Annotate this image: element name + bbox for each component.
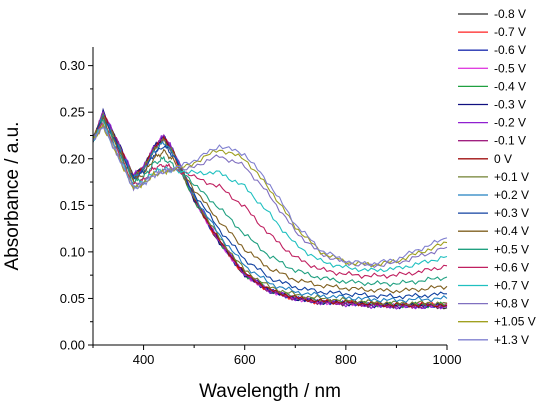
series-line [92, 114, 448, 308]
x-tick-label: 1000 [433, 352, 462, 367]
y-tick-label: 0.15 [60, 198, 85, 213]
y-tick-label: 0.10 [60, 244, 85, 259]
y-tick-label: 0.30 [60, 58, 85, 73]
series-line [92, 115, 447, 300]
legend-label: -0.7 V [494, 25, 526, 39]
legend-label: 0 V [494, 152, 512, 166]
series-line [92, 111, 448, 309]
legend-label: +1.05 V [494, 315, 536, 329]
legend-label: +0.6 V [494, 260, 529, 274]
legend-label: +0.3 V [494, 206, 529, 220]
plot-area [92, 107, 448, 310]
series-line [92, 121, 448, 269]
legend-label: +0.5 V [494, 242, 529, 256]
legend-label: -0.6 V [494, 43, 526, 57]
series-line [92, 126, 448, 267]
legend-label: +0.1 V [494, 170, 529, 184]
series-line [92, 107, 448, 310]
x-axis-title: Wavelength / nm [199, 381, 341, 402]
y-axis: 0.00 0.05 0.10 0.15 0.20 0.25 0.30 [60, 47, 94, 353]
x-tick-label: 400 [133, 352, 155, 367]
series-line [92, 112, 448, 309]
legend-label: -0.5 V [494, 61, 526, 75]
x-axis: 400 600 800 1000 [92, 344, 462, 367]
legend-label: -0.8 V [494, 7, 526, 21]
y-tick-label: 0.25 [60, 105, 85, 120]
legend-label: +0.4 V [494, 224, 529, 238]
series-line [92, 122, 448, 268]
legend-label: +0.8 V [494, 297, 529, 311]
y-axis-title: Absorbance / a.u. [2, 122, 23, 271]
y-tick-label: 0.05 [60, 291, 85, 306]
series-line [92, 124, 448, 273]
x-tick-label: 600 [234, 352, 256, 367]
legend: -0.8 V -0.7 V -0.6 V -0.5 V -0.4 V -0.3 V -0.2… [458, 7, 536, 347]
legend-label: -0.2 V [494, 116, 526, 130]
legend-label: +1.3 V [494, 333, 529, 347]
legend-label: -0.4 V [494, 79, 526, 93]
y-tick-label: 0.20 [60, 151, 85, 166]
legend-label: +0.2 V [494, 188, 529, 202]
series-line [92, 110, 448, 310]
legend-label: -0.1 V [494, 134, 526, 148]
x-tick-label: 800 [335, 352, 357, 367]
legend-label: +0.7 V [494, 279, 529, 293]
series-line [92, 122, 448, 279]
series-line [92, 112, 448, 309]
y-tick-label: 0.00 [60, 338, 85, 353]
series-line [92, 116, 448, 294]
legend-label: -0.3 V [494, 98, 526, 112]
